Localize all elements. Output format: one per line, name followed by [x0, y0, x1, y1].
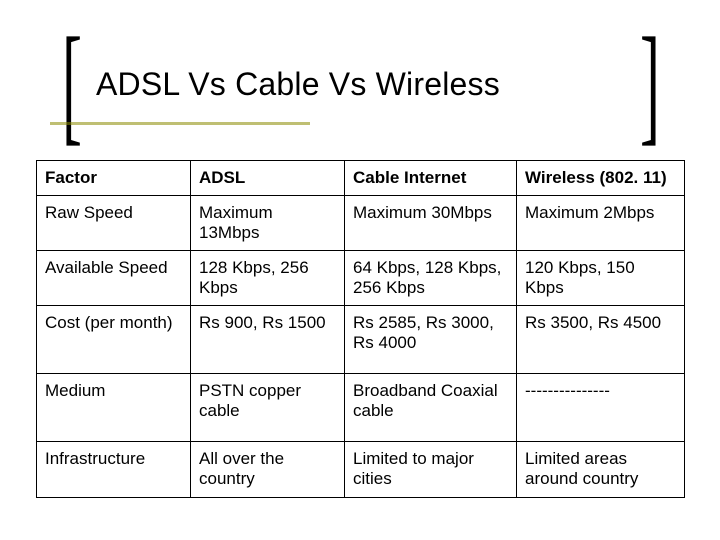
table-cell: Limited areas around country — [517, 442, 685, 497]
table-cell: Maximum 13Mbps — [191, 196, 345, 251]
page-title: ADSL Vs Cable Vs Wireless — [96, 66, 500, 103]
table-cell: 120 Kbps, 150 Kbps — [517, 251, 685, 306]
table-cell: Cost (per month) — [37, 306, 191, 374]
table-cell: Limited to major cities — [345, 442, 517, 497]
column-header: Wireless (802. 11) — [517, 161, 685, 196]
table-row: Cost (per month) Rs 900, Rs 1500 Rs 2585… — [37, 306, 685, 374]
table-cell: Rs 900, Rs 1500 — [191, 306, 345, 374]
comparison-table: Factor ADSL Cable Internet Wireless (802… — [36, 160, 685, 498]
table-row: Medium PSTN copper cable Broadband Coaxi… — [37, 374, 685, 442]
table-row: Infrastructure All over the country Limi… — [37, 442, 685, 497]
table-cell: Maximum 30Mbps — [345, 196, 517, 251]
table-cell: Rs 2585, Rs 3000, Rs 4000 — [345, 306, 517, 374]
table-row: Raw Speed Maximum 13Mbps Maximum 30Mbps … — [37, 196, 685, 251]
table-row: Available Speed 128 Kbps, 256 Kbps 64 Kb… — [37, 251, 685, 306]
table-cell: Infrastructure — [37, 442, 191, 497]
table-cell: Rs 3500, Rs 4500 — [517, 306, 685, 374]
table-cell: Maximum 2Mbps — [517, 196, 685, 251]
table-cell: 64 Kbps, 128 Kbps, 256 Kbps — [345, 251, 517, 306]
column-header: ADSL — [191, 161, 345, 196]
title-underline — [50, 122, 310, 125]
table-cell: Available Speed — [37, 251, 191, 306]
column-header: Factor — [37, 161, 191, 196]
table-cell: Broadband Coaxial cable — [345, 374, 517, 442]
right-bracket-icon: ] — [640, 44, 660, 123]
table-cell: Medium — [37, 374, 191, 442]
title-bar: [ ADSL Vs Cable Vs Wireless ] — [62, 48, 660, 120]
left-bracket-icon: [ — [62, 44, 82, 123]
table-header-row: Factor ADSL Cable Internet Wireless (802… — [37, 161, 685, 196]
column-header: Cable Internet — [345, 161, 517, 196]
table-cell: Raw Speed — [37, 196, 191, 251]
table-cell: 128 Kbps, 256 Kbps — [191, 251, 345, 306]
table-cell: All over the country — [191, 442, 345, 497]
table-cell: --------------- — [517, 374, 685, 442]
table-cell: PSTN copper cable — [191, 374, 345, 442]
